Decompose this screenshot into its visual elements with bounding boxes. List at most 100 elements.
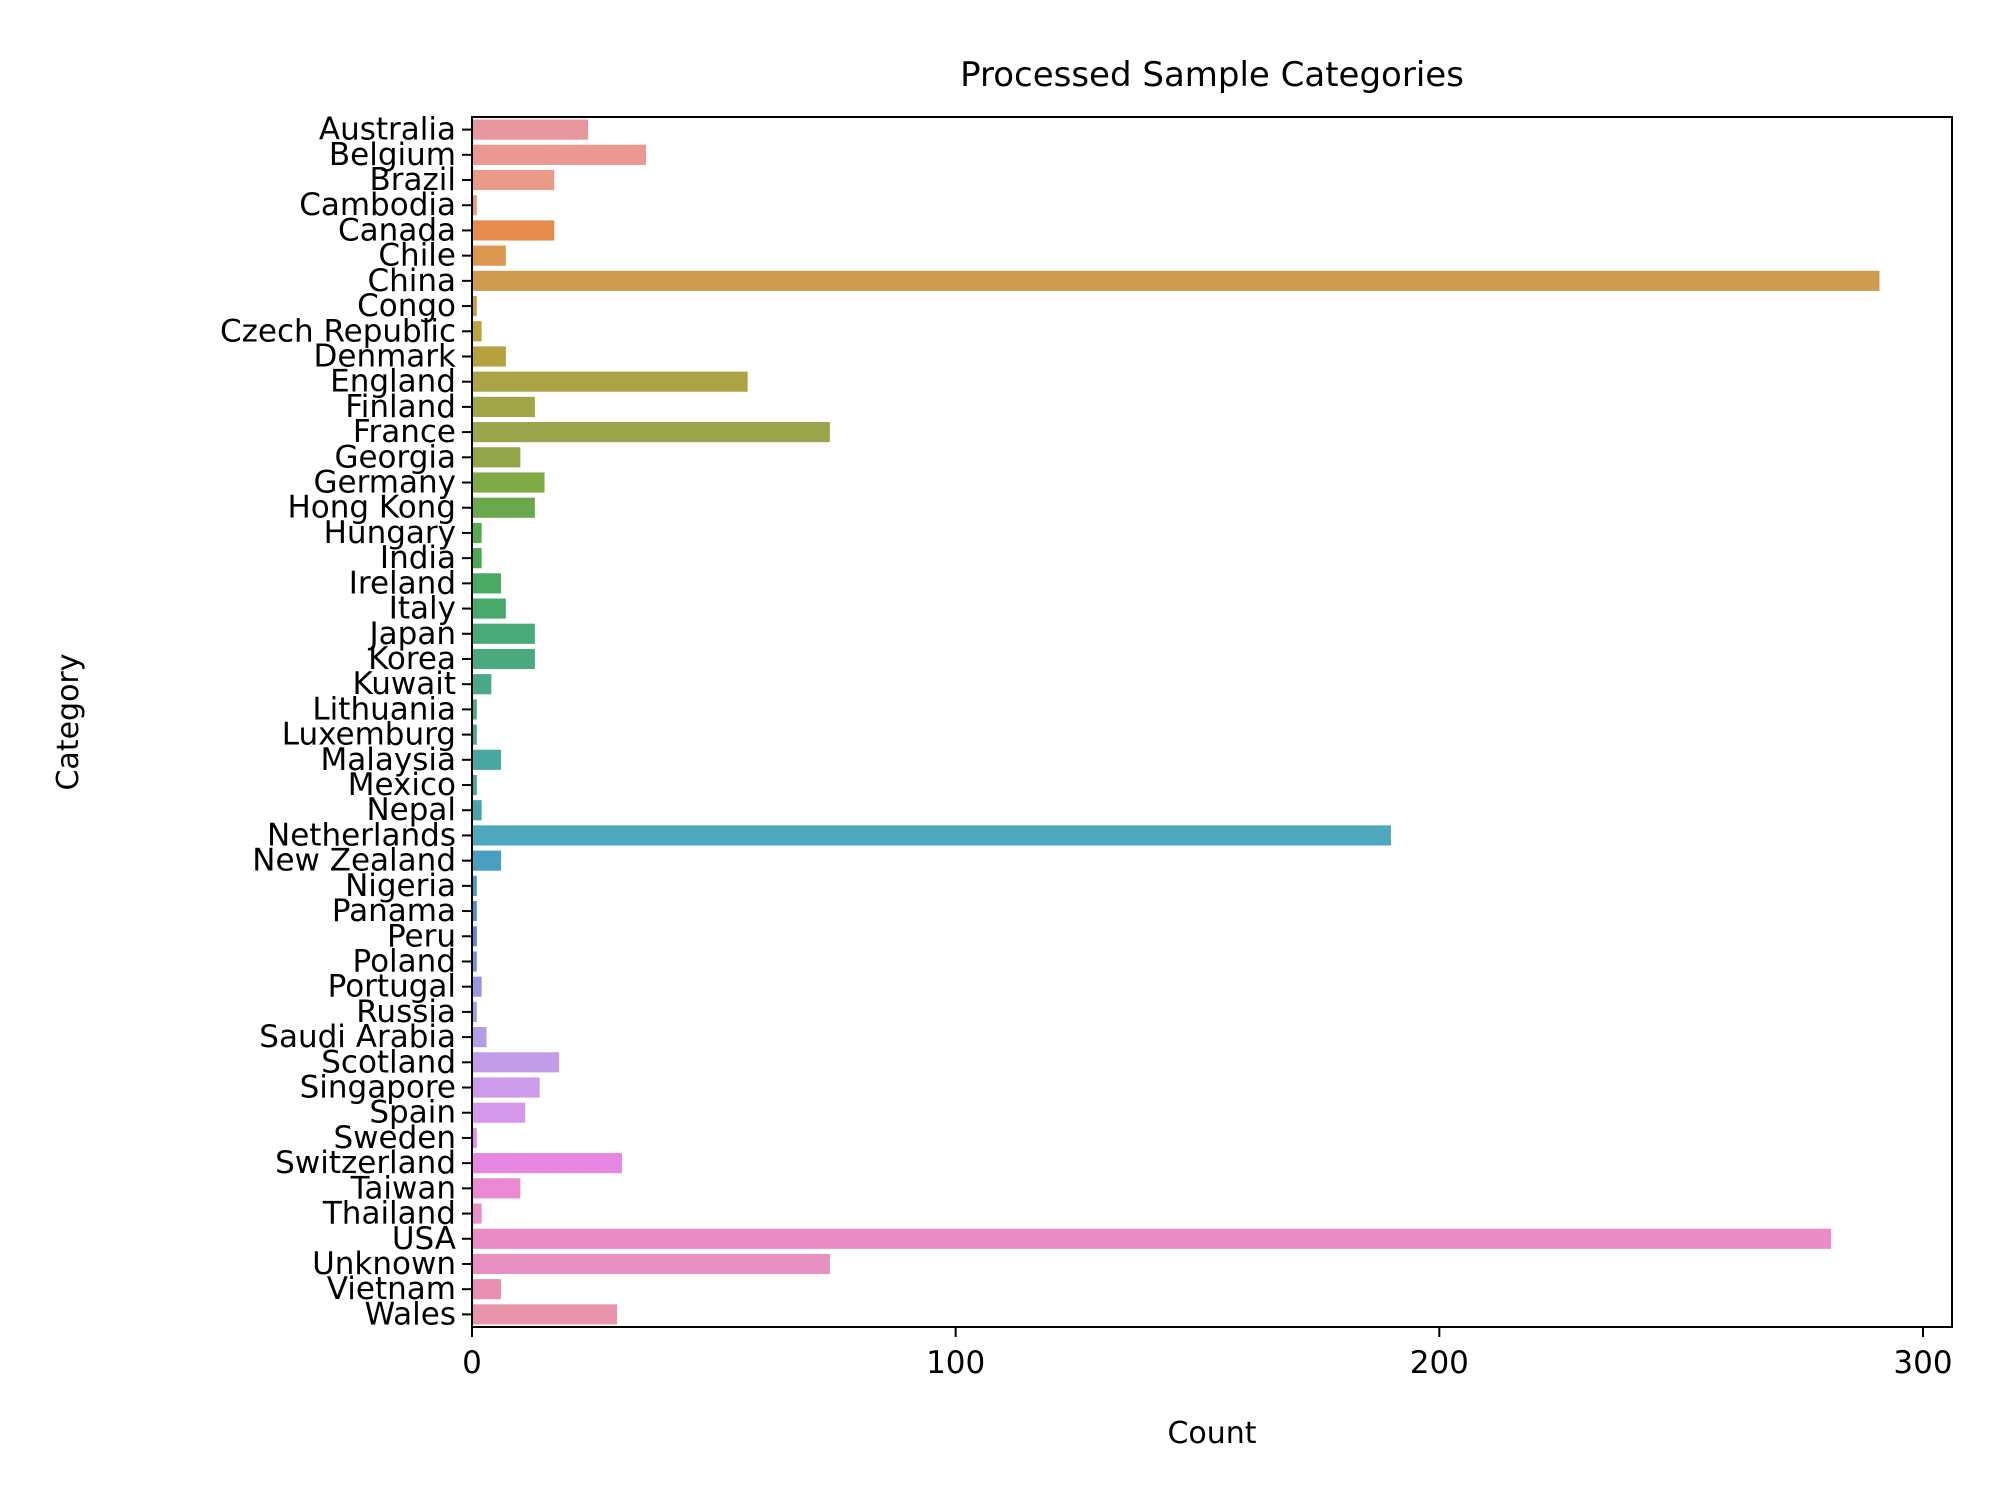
y-tick-label: Poland — [353, 943, 457, 979]
bar-england — [472, 371, 748, 392]
x-tick-label: 300 — [1893, 1345, 1952, 1381]
y-tick-label: Vietnam — [327, 1271, 456, 1307]
y-tick-label: Nepal — [366, 792, 456, 828]
y-tick-label: Japan — [368, 616, 456, 652]
y-tick-label: China — [367, 263, 456, 299]
y-tick-label: Taiwan — [350, 1170, 456, 1206]
bar-brazil — [472, 169, 555, 191]
bar-spain — [472, 1102, 526, 1123]
x-axis-ticks: 0 100 200 300 — [462, 1327, 1953, 1381]
bar-china — [472, 270, 1880, 291]
x-axis-label: Count — [1167, 1416, 1256, 1451]
y-tick-label: Netherlands — [267, 817, 456, 853]
bar-chile — [472, 245, 506, 266]
bar-mexico — [472, 774, 477, 796]
y-tick-label: Czech Republic — [220, 313, 456, 349]
bar-sweden — [472, 1127, 477, 1149]
y-tick-label: Lithuania — [312, 691, 456, 727]
bar-germany — [472, 472, 545, 493]
y-tick-label: Georgia — [334, 439, 456, 475]
y-tick-label: Sweden — [333, 1120, 456, 1156]
y-tick-label: England — [330, 364, 456, 400]
bar-denmark — [472, 346, 506, 367]
bar-unknown — [472, 1253, 830, 1275]
y-tick-label: Hong Kong — [287, 490, 456, 526]
bar-ireland — [472, 573, 502, 594]
y-tick-label: India — [380, 540, 456, 576]
x-tick-label: 0 — [462, 1345, 482, 1381]
bar-australia — [472, 119, 589, 140]
bar-congo — [472, 295, 477, 317]
y-tick-label: Nigeria — [345, 868, 456, 904]
y-tick-label: Australia — [319, 112, 456, 148]
y-tick-label: USA — [392, 1221, 456, 1257]
bar-korea — [472, 648, 535, 670]
y-axis-label: Category — [51, 653, 86, 790]
y-tick-label: Korea — [368, 641, 456, 677]
y-axis-ticks: AustraliaBelgiumBrazilCambodiaCanadaChil… — [220, 112, 472, 1332]
y-tick-label: Canada — [338, 212, 456, 248]
bar-thailand — [472, 1203, 482, 1224]
bar-france — [472, 422, 830, 443]
bar-lithuania — [472, 699, 477, 720]
bar-peru — [472, 926, 477, 947]
y-tick-label: Kuwait — [352, 666, 456, 702]
bar-new-zealand — [472, 850, 502, 871]
y-tick-label: Saudi Arabia — [259, 1019, 456, 1055]
bar-poland — [472, 951, 477, 972]
bar-kuwait — [472, 674, 492, 695]
y-tick-label: Singapore — [300, 1070, 456, 1106]
y-tick-label: Peru — [387, 918, 456, 954]
y-tick-label: Thailand — [322, 1196, 456, 1232]
bar-saudi-arabia — [472, 1027, 487, 1048]
bar-finland — [472, 396, 535, 417]
bar-czech-republic — [472, 321, 482, 342]
bar-singapore — [472, 1077, 540, 1098]
y-tick-label: Brazil — [369, 162, 456, 198]
y-tick-label: Cambodia — [299, 187, 456, 223]
y-tick-label: Russia — [356, 994, 456, 1030]
y-tick-label: Ireland — [349, 565, 456, 601]
bar-vietnam — [472, 1279, 502, 1300]
y-tick-label: Panama — [332, 893, 456, 929]
bar-switzerland — [472, 1153, 622, 1174]
bar-georgia — [472, 447, 521, 468]
bar-italy — [472, 598, 506, 619]
y-tick-label: Spain — [369, 1095, 456, 1131]
bar-hungary — [472, 522, 482, 544]
y-tick-label: Denmark — [314, 338, 457, 374]
y-tick-label: Finland — [345, 389, 456, 425]
y-tick-label: Congo — [357, 288, 456, 324]
bar-cambodia — [472, 195, 477, 216]
bar-luxemburg — [472, 724, 477, 745]
bar-malaysia — [472, 749, 502, 770]
y-tick-label: Scotland — [321, 1044, 456, 1080]
x-tick-label: 200 — [1410, 1345, 1469, 1381]
y-tick-label: Germany — [314, 465, 456, 501]
bar-scotland — [472, 1052, 560, 1073]
bar-japan — [472, 623, 535, 644]
y-tick-label: Portugal — [328, 969, 456, 1005]
chart-title: Processed Sample Categories — [960, 55, 1464, 95]
bar-russia — [472, 1001, 477, 1022]
bar-hong-kong — [472, 497, 535, 518]
bar-netherlands — [472, 825, 1391, 846]
y-tick-label: Switzerland — [275, 1145, 456, 1181]
y-tick-label: Luxemburg — [282, 717, 456, 753]
bar-portugal — [472, 976, 482, 997]
bar-panama — [472, 900, 477, 922]
y-tick-label: Malaysia — [321, 742, 456, 778]
y-tick-label: Wales — [364, 1296, 456, 1332]
plot-frame — [471, 116, 1953, 1328]
y-tick-label: Unknown — [312, 1246, 456, 1282]
x-tick-label: 100 — [926, 1345, 985, 1381]
y-tick-label: Hungary — [324, 515, 456, 551]
bars-group — [472, 119, 1880, 1325]
y-tick-label: Belgium — [329, 137, 456, 173]
bar-canada — [472, 220, 555, 241]
y-tick-label: New Zealand — [252, 843, 456, 879]
bar-usa — [472, 1228, 1832, 1249]
bar-taiwan — [472, 1178, 521, 1199]
y-tick-label: Italy — [389, 591, 456, 627]
